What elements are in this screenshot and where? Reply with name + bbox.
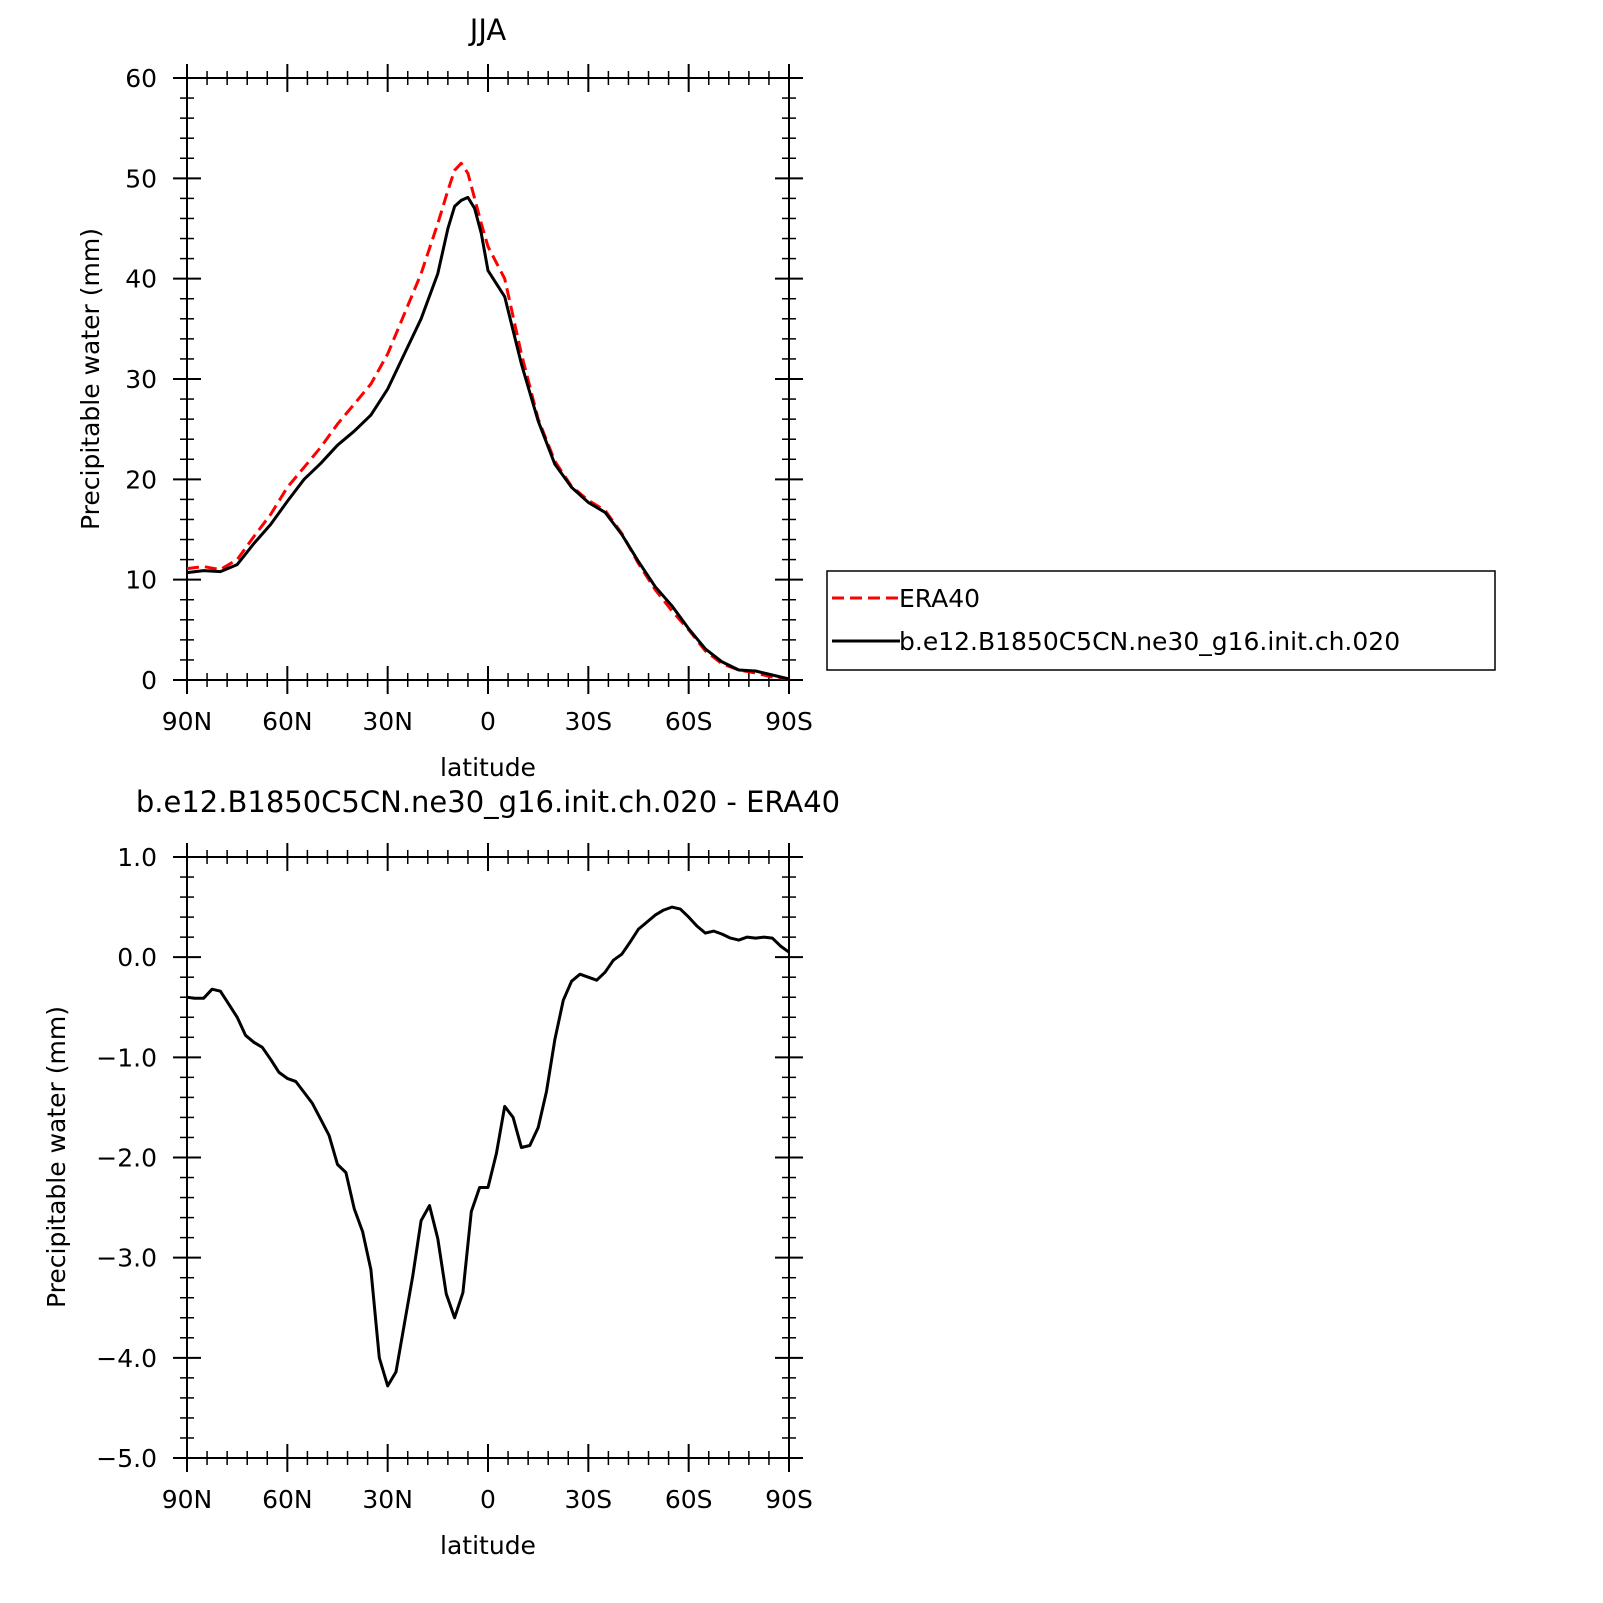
top-y-tick-label: 0 — [141, 666, 157, 695]
bottom-series-line-difference — [186, 905, 790, 1388]
top-axes: 90N 60N 30N 0 30S 60S 90S 0 10 20 30 40 50 60 — [125, 64, 813, 736]
top-y-tick-label: 30 — [125, 365, 157, 394]
top-x-tick-label: 30N — [362, 707, 413, 736]
legend-label-era40: ERA40 — [899, 584, 980, 613]
top-chart-title: JJA — [468, 13, 507, 47]
bottom-y-tick-label: −2.0 — [96, 1144, 157, 1173]
top-y-tick-label: 10 — [125, 566, 157, 595]
bottom-chart-title: b.e12.B1850C5CN.ne30_g16.init.ch.020 - E… — [136, 785, 840, 819]
bottom-y-tick-label: −1.0 — [96, 1043, 157, 1072]
top-x-axis-label: latitude — [440, 753, 536, 782]
bottom-axes: 90N 60N 30N 0 30S 60S 90S −5.0 −4.0 −3.0 −2.0 −1.0 0… — [96, 843, 813, 1514]
bottom-x-axis-label: latitude — [440, 1531, 536, 1560]
bottom-y-tick-label: 0.0 — [117, 943, 157, 972]
bottom-y-tick-label: −5.0 — [96, 1444, 157, 1473]
top-x-tick-label: 60N — [262, 707, 313, 736]
top-plot-frame — [186, 77, 790, 681]
bottom-y-tick-label: −3.0 — [96, 1244, 157, 1273]
legend-label-model: b.e12.B1850C5CN.ne30_g16.init.ch.020 — [899, 627, 1400, 656]
bottom-x-tick-label: 90S — [765, 1485, 813, 1514]
bottom-y-tick-label: 1.0 — [117, 843, 157, 872]
bottom-x-tick-label: 60N — [262, 1485, 313, 1514]
bottom-plot-frame — [186, 856, 790, 1459]
bottom-y-axis-label: Precipitable water (mm) — [42, 1006, 71, 1308]
bottom-x-tick-label: 60S — [665, 1485, 713, 1514]
bottom-series-lines — [186, 905, 790, 1388]
top-y-tick-label: 40 — [125, 265, 157, 294]
bottom-x-tick-label: 30N — [362, 1485, 413, 1514]
bottom-panel: b.e12.B1850C5CN.ne30_g16.init.ch.020 - E… — [42, 785, 840, 1560]
legend: ERA40 b.e12.B1850C5CN.ne30_g16.init.ch.0… — [826, 570, 1496, 671]
top-series-lines — [186, 161, 790, 681]
top-x-tick-label: 30S — [564, 707, 612, 736]
top-y-tick-label: 20 — [125, 465, 157, 494]
top-x-tick-label: 60S — [665, 707, 713, 736]
bottom-y-tick-label: −4.0 — [96, 1344, 157, 1373]
top-y-axis-label: Precipitable water (mm) — [76, 228, 105, 530]
top-series-line-model — [186, 195, 790, 681]
top-panel: JJA 90N 60N 30N 0 30S 60S 90S 0 10 20 30 40 50 60 lat… — [76, 13, 813, 782]
top-series-line-era40 — [186, 161, 790, 681]
legend-box — [826, 570, 1496, 671]
bottom-x-tick-label: 30S — [564, 1485, 612, 1514]
top-x-tick-label: 90S — [765, 707, 813, 736]
bottom-x-tick-label: 90N — [162, 1485, 213, 1514]
bottom-x-tick-label: 0 — [480, 1485, 496, 1514]
top-x-tick-label: 90N — [162, 707, 213, 736]
top-x-tick-label: 0 — [480, 707, 496, 736]
top-y-tick-label: 50 — [125, 164, 157, 193]
top-y-tick-label: 60 — [125, 64, 157, 93]
